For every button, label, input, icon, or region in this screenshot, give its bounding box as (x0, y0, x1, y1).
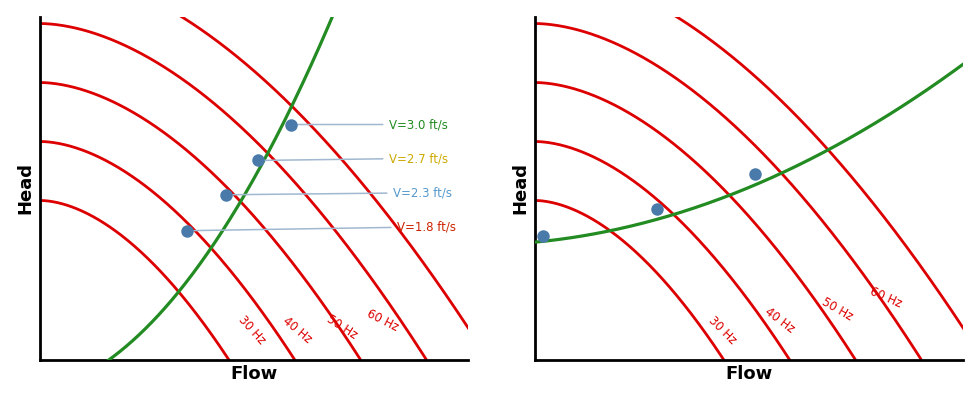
Text: V=3.0 ft/s: V=3.0 ft/s (389, 118, 448, 131)
Text: V=2.7 ft/s: V=2.7 ft/s (389, 152, 448, 165)
Text: V=1.8 ft/s: V=1.8 ft/s (397, 221, 456, 234)
Y-axis label: Head: Head (512, 162, 529, 214)
Text: 60 Hz: 60 Hz (365, 307, 401, 334)
X-axis label: Flow: Flow (230, 365, 278, 383)
Text: 40 Hz: 40 Hz (280, 314, 315, 346)
Text: 60 Hz: 60 Hz (868, 285, 904, 310)
Text: 40 Hz: 40 Hz (762, 305, 797, 336)
Text: V=2.3 ft/s: V=2.3 ft/s (393, 187, 452, 200)
Y-axis label: Head: Head (17, 162, 34, 214)
X-axis label: Flow: Flow (725, 365, 773, 383)
Text: 30 Hz: 30 Hz (236, 314, 269, 347)
Text: 50 Hz: 50 Hz (324, 312, 360, 342)
Text: 30 Hz: 30 Hz (707, 314, 739, 347)
Text: 50 Hz: 50 Hz (819, 295, 855, 323)
